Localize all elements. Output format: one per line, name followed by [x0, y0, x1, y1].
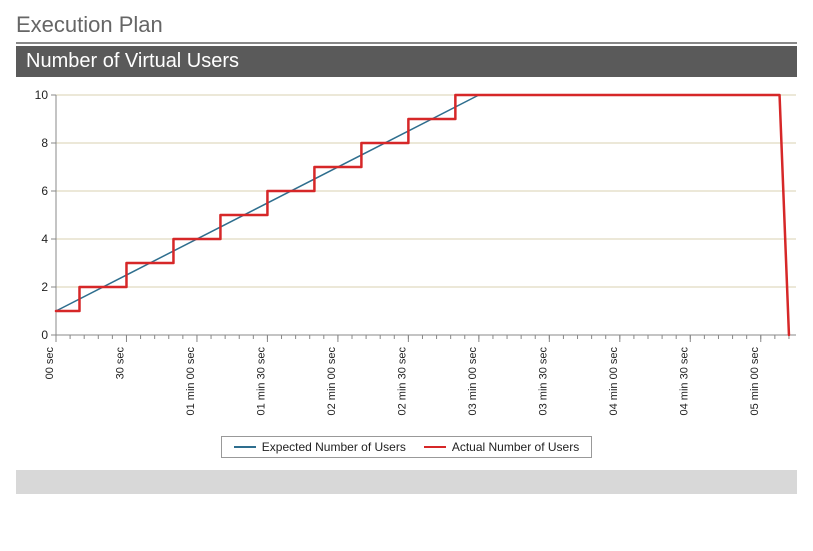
y-tick-label: 8 — [41, 136, 48, 150]
x-tick-label: 00 sec — [44, 347, 56, 380]
x-tick-label: 04 min 30 sec — [678, 347, 690, 416]
x-tick-label: 05 min 00 sec — [749, 347, 761, 416]
y-tick-label: 2 — [41, 280, 48, 294]
x-tick-label: 02 min 00 sec — [326, 347, 338, 416]
x-tick-label: 04 min 00 sec — [608, 347, 620, 416]
x-tick-label: 30 sec — [114, 347, 126, 380]
subtitle-bar: Number of Virtual Users — [16, 46, 797, 77]
y-tick-label: 10 — [35, 88, 49, 102]
title-divider — [16, 42, 797, 44]
legend-label: Actual Number of Users — [452, 440, 579, 454]
chart-legend: Expected Number of Users Actual Number of… — [16, 436, 797, 458]
y-tick-label: 0 — [41, 328, 48, 342]
x-tick-label: 01 min 00 sec — [185, 347, 197, 416]
x-tick-label: 03 min 00 sec — [467, 347, 479, 416]
legend-item: Actual Number of Users — [424, 440, 579, 454]
y-tick-label: 4 — [41, 232, 48, 246]
chart-svg: 0 2 4 6 8 10 00 sec 30 sec 01 min 00 sec 01 min 3… — [16, 87, 796, 425]
footer-bar — [16, 470, 797, 494]
virtual-users-chart: 0 2 4 6 8 10 00 sec 30 sec 01 min 00 sec 01 min 3… — [16, 87, 796, 430]
legend-swatch — [424, 446, 446, 448]
legend-swatch — [234, 446, 256, 448]
legend-label: Expected Number of Users — [262, 440, 406, 454]
x-tick-label: 01 min 30 sec — [255, 347, 267, 416]
y-tick-label: 6 — [41, 184, 48, 198]
x-tick-label: 02 min 30 sec — [396, 347, 408, 416]
page-title: Execution Plan — [16, 12, 797, 38]
legend-item: Expected Number of Users — [234, 440, 406, 454]
legend-box: Expected Number of Users Actual Number of… — [221, 436, 592, 458]
x-tick-label: 03 min 30 sec — [537, 347, 549, 416]
